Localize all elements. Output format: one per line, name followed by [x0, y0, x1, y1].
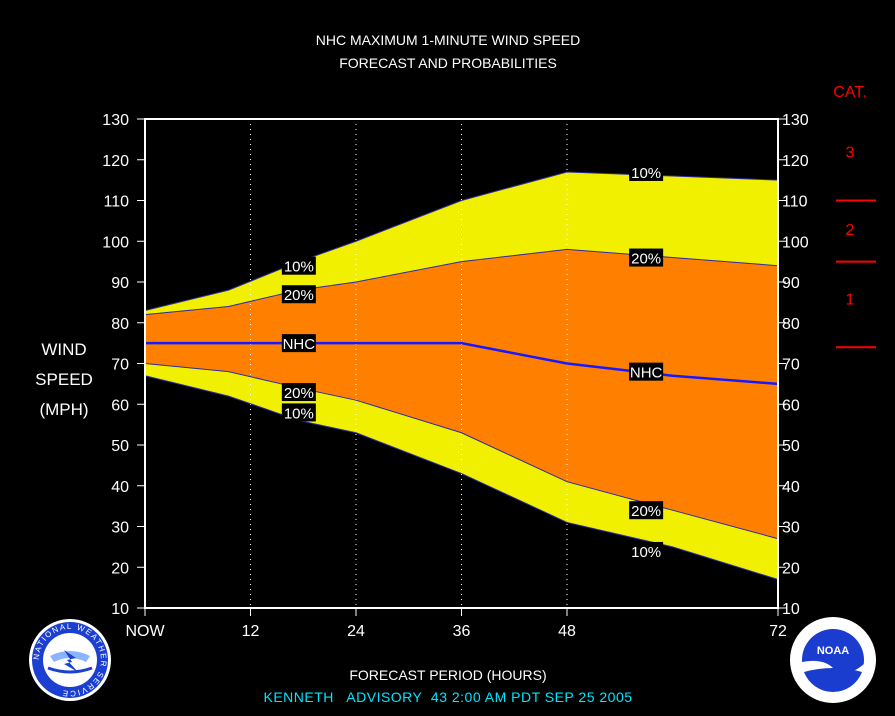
x-tick-label: 24 [347, 623, 365, 640]
y-tick-label-left: 30 [111, 520, 129, 537]
y-axis-label-line3: (MPH) [39, 400, 88, 419]
x-tick-label: 36 [453, 623, 471, 640]
y-tick-label-right: 50 [782, 438, 800, 455]
x-tick-label: 48 [558, 623, 576, 640]
band-label-box [281, 256, 316, 275]
band-label: 20% [631, 503, 661, 520]
category-scale: 3 2 1 [836, 145, 876, 349]
band-label-box [281, 334, 316, 353]
band-label: 10% [284, 259, 314, 276]
band-label-box [281, 403, 316, 422]
y-tick-label-right: 100 [782, 234, 809, 251]
y-tick-label-left: 100 [102, 234, 129, 251]
band-label-box [281, 383, 316, 402]
x-tick-label: 72 [769, 623, 787, 640]
chart-title-line2: FORECAST AND PROBABILITIES [339, 55, 557, 71]
y-tick-label-left: 120 [102, 153, 129, 170]
y-tick-label-right: 20 [782, 560, 800, 577]
nws-logo: NATIONAL WEATHER SERVICE [29, 619, 111, 701]
y-tick-label-right: 10 [782, 601, 800, 618]
y-tick-label-left: 130 [102, 112, 129, 129]
category-header: CAT. [833, 84, 866, 101]
band-label-box [629, 362, 664, 381]
y-tick-label-right: 30 [782, 520, 800, 537]
noaa-logo: NOAA [790, 617, 876, 703]
y-tick-label-left: 110 [103, 194, 129, 211]
band-label: 20% [631, 251, 661, 268]
noaa-logo-text: NOAA [817, 645, 849, 657]
y-tick-label-left: 20 [111, 560, 129, 577]
y-tick-label-left: 50 [111, 438, 129, 455]
y-axis-label-line1: WIND [41, 340, 86, 359]
y-tick-label-right: 60 [782, 397, 800, 414]
band-label: 20% [284, 287, 314, 304]
x-tick-label: NOW [125, 623, 165, 640]
y-tick-label-left: 70 [111, 357, 129, 374]
y-tick-label-left: 40 [111, 479, 129, 496]
band-label: 10% [631, 544, 661, 561]
y-tick-label-left: 90 [111, 275, 129, 292]
category-label: 1 [846, 291, 855, 308]
band-label: NHC [283, 336, 316, 353]
x-tick-label: 12 [242, 623, 260, 640]
y-tick-label-right: 70 [782, 357, 800, 374]
x-axis-label: FORECAST PERIOD (HOURS) [349, 667, 546, 683]
y-tick-label-left: 80 [111, 316, 129, 333]
band-label-box [281, 285, 316, 304]
band-label: 10% [284, 405, 314, 422]
band-label-box [629, 541, 664, 560]
y-tick-label-left: 10 [111, 601, 129, 618]
y-tick-label-right: 130 [782, 112, 809, 129]
chart-title-line1: NHC MAXIMUM 1-MINUTE WIND SPEED [316, 32, 580, 48]
band-label: NHC [630, 365, 663, 382]
band-label-box [629, 162, 664, 181]
y-tick-label-right: 90 [782, 275, 800, 292]
band-label-box [629, 501, 664, 520]
y-tick-label-left: 60 [111, 397, 129, 414]
y-tick-label-right: 120 [782, 153, 809, 170]
plot-area: 10 10 20 20 30 30 40 40 50 50 60 60 70 70 80 80 90 90 100 1… [102, 112, 809, 640]
band-label-box [629, 248, 664, 267]
category-label: 3 [846, 145, 855, 162]
y-tick-label-right: 80 [782, 316, 800, 333]
band-label: 20% [284, 385, 314, 402]
category-label: 2 [846, 222, 855, 239]
y-axis-label-line2: SPEED [35, 370, 93, 389]
band-label: 10% [631, 165, 661, 182]
y-tick-label-right: 110 [782, 194, 808, 211]
advisory-line: KENNETH ADVISORY 43 2:00 AM PDT SEP 25 2… [263, 689, 632, 705]
y-tick-label-right: 40 [782, 479, 800, 496]
